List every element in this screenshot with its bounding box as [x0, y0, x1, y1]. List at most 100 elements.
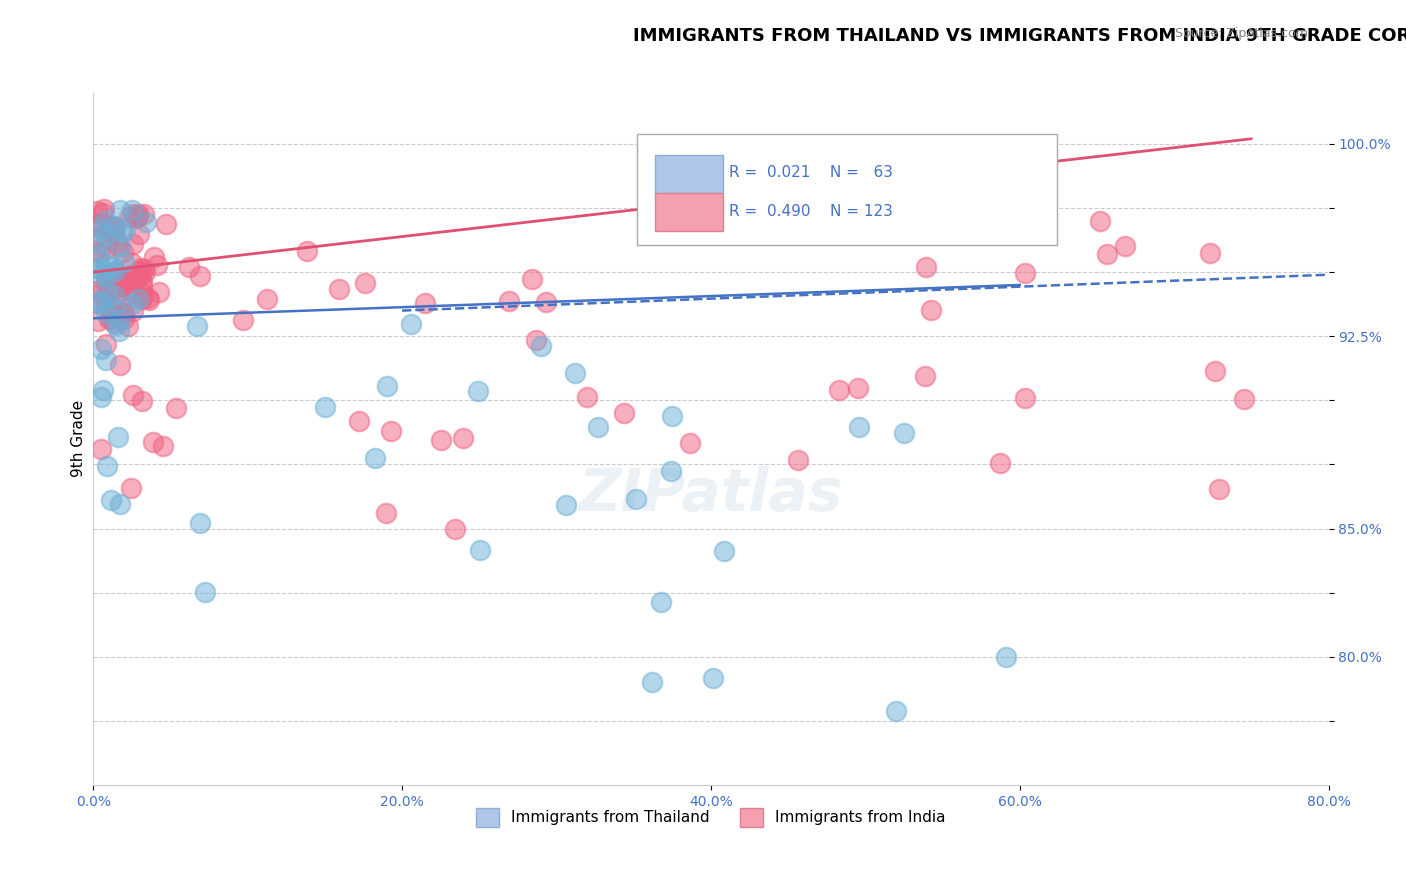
Point — [117, 275, 139, 289]
Point — [828, 383, 851, 397]
Point — [136, 291, 159, 305]
Point — [914, 368, 936, 383]
Point — [186, 319, 208, 334]
Point — [142, 250, 165, 264]
Point — [165, 401, 187, 415]
Point — [121, 285, 143, 300]
Point — [564, 366, 586, 380]
Point — [893, 426, 915, 441]
Point — [661, 409, 683, 423]
Point — [110, 239, 132, 253]
Point — [89, 245, 111, 260]
Point — [1088, 214, 1111, 228]
Point — [122, 273, 145, 287]
Point — [89, 249, 111, 263]
Point — [105, 235, 128, 249]
Point — [380, 424, 402, 438]
Point — [713, 543, 735, 558]
Point — [89, 297, 111, 311]
Point — [132, 207, 155, 221]
Point — [107, 430, 129, 444]
Point — [96, 270, 118, 285]
Point — [1208, 483, 1230, 497]
Point — [87, 294, 110, 309]
Point — [103, 287, 125, 301]
Point — [87, 262, 110, 277]
Point — [122, 207, 145, 221]
Point — [188, 516, 211, 530]
Point — [524, 333, 547, 347]
Point — [98, 219, 121, 233]
Point — [112, 306, 135, 320]
Point — [112, 278, 135, 293]
Point — [1095, 246, 1118, 260]
Point — [96, 297, 118, 311]
Point — [188, 269, 211, 284]
Point — [314, 400, 336, 414]
Point — [94, 293, 117, 307]
Point — [1014, 391, 1036, 405]
Point — [534, 295, 557, 310]
Point — [117, 319, 139, 334]
Point — [104, 265, 127, 279]
Point — [103, 307, 125, 321]
Point — [354, 276, 377, 290]
Point — [988, 456, 1011, 470]
Point — [93, 228, 115, 243]
Point — [103, 219, 125, 233]
Point — [111, 225, 134, 239]
Point — [468, 543, 491, 558]
Point — [920, 303, 942, 318]
Point — [1014, 266, 1036, 280]
Point — [107, 238, 129, 252]
Point — [375, 379, 398, 393]
Point — [624, 491, 647, 506]
Point — [467, 384, 489, 399]
Point — [443, 522, 465, 536]
Point — [786, 453, 808, 467]
Point — [127, 207, 149, 221]
Point — [530, 339, 553, 353]
Point — [347, 414, 370, 428]
Point — [146, 258, 169, 272]
Point — [122, 269, 145, 284]
Point — [112, 312, 135, 326]
Point — [98, 268, 121, 282]
Point — [141, 435, 163, 450]
FancyBboxPatch shape — [637, 134, 1057, 245]
Point — [98, 311, 121, 326]
Point — [120, 481, 142, 495]
Point — [97, 282, 120, 296]
Point — [148, 285, 170, 300]
Point — [121, 256, 143, 270]
Point — [89, 236, 111, 251]
Point — [122, 237, 145, 252]
Point — [825, 219, 848, 234]
Point — [641, 675, 664, 690]
Point — [702, 671, 724, 685]
Point — [118, 269, 141, 284]
Point — [995, 650, 1018, 665]
Legend: Immigrants from Thailand, Immigrants from India: Immigrants from Thailand, Immigrants fro… — [470, 802, 952, 833]
Point — [114, 222, 136, 236]
Point — [430, 434, 453, 448]
Point — [108, 202, 131, 217]
Point — [90, 442, 112, 456]
Point — [135, 215, 157, 229]
Point — [101, 306, 124, 320]
Point — [152, 439, 174, 453]
Point — [90, 268, 112, 283]
Point — [107, 280, 129, 294]
Point — [129, 260, 152, 275]
Point — [96, 277, 118, 291]
Point — [86, 204, 108, 219]
Point — [155, 217, 177, 231]
Point — [586, 420, 609, 434]
Point — [90, 216, 112, 230]
Point — [121, 285, 143, 299]
Point — [413, 295, 436, 310]
Point — [121, 203, 143, 218]
Point — [128, 227, 150, 241]
Point — [90, 221, 112, 235]
Point — [84, 217, 107, 231]
